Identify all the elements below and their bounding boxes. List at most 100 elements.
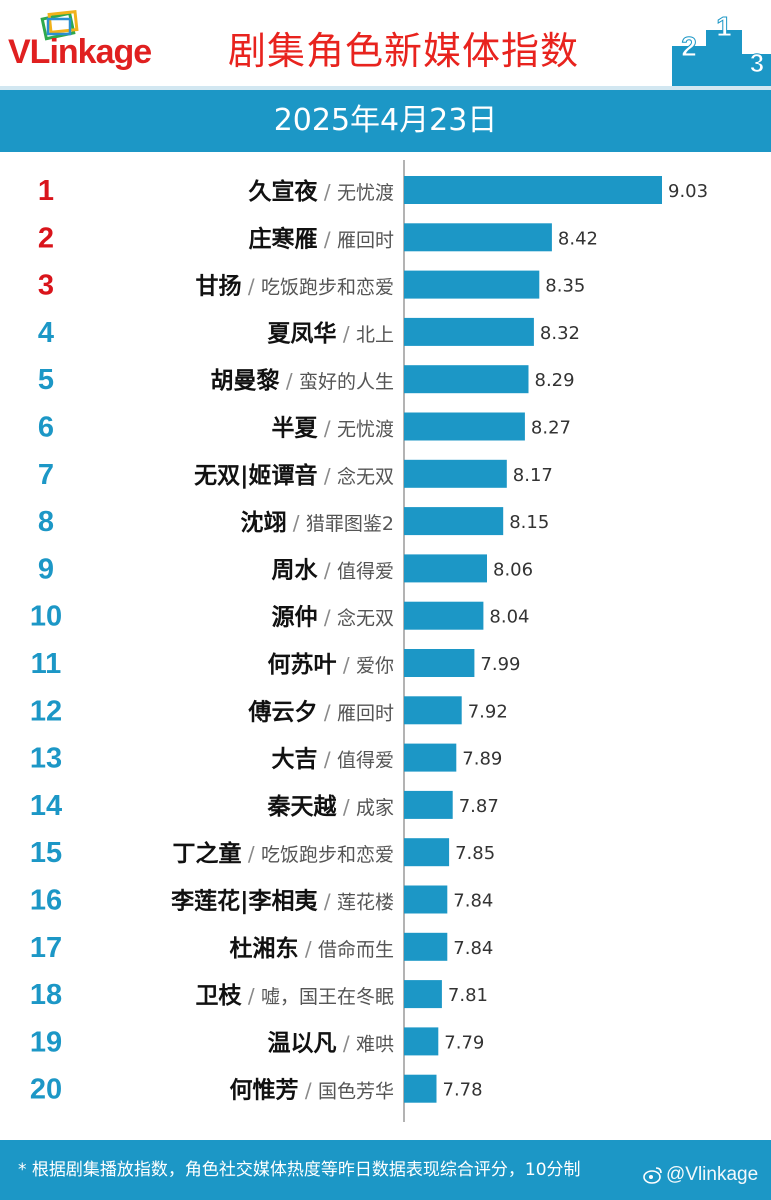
value-label: 7.84 <box>453 938 493 959</box>
label-separator: / <box>318 606 337 630</box>
label-separator: / <box>318 558 337 582</box>
brand-logo: VLinkage <box>8 33 152 71</box>
value-label: 8.32 <box>540 323 580 344</box>
value-label: 8.06 <box>493 559 533 580</box>
drama-name: 爱你 <box>356 655 394 677</box>
bar <box>404 1074 437 1103</box>
label-separator: / <box>318 464 337 488</box>
label-separator: / <box>337 1031 356 1055</box>
bar <box>404 270 540 299</box>
rank-number: 12 <box>30 695 62 727</box>
role-name: 李莲花|李相夷 <box>171 889 317 915</box>
drama-name: 雁回时 <box>337 702 394 724</box>
row-label: 半夏 / 无忧渡 <box>272 416 394 442</box>
bar <box>404 649 475 677</box>
drama-name: 莲花楼 <box>337 892 394 914</box>
row-label: 丁之童 / 吃饭跑步和恋爱 <box>173 840 394 867</box>
footnote: * 根据剧集播放指数，角色社交媒体热度等昨日数据表现综合评分，10分制 <box>18 1160 581 1180</box>
value-label: 7.78 <box>443 1080 483 1101</box>
role-name: 秦天越 <box>267 793 338 820</box>
bar <box>404 932 448 961</box>
bar <box>404 176 662 204</box>
drama-name: 蛮好的人生 <box>299 371 394 393</box>
row-label: 源仲 / 念无双 <box>272 604 394 631</box>
bar <box>404 601 484 630</box>
bar <box>404 223 552 252</box>
rank-number: 1 <box>38 175 54 207</box>
value-label: 7.84 <box>453 891 493 912</box>
logo-icon <box>40 10 79 41</box>
bar <box>404 790 453 819</box>
bar <box>404 507 504 536</box>
bar <box>404 459 507 488</box>
value-label: 8.35 <box>545 276 585 297</box>
ranking-chart: 1 久宣夜 / 无忧渡 9.03 2 庄寒雁 / 雁回时 8.42 3 甘扬 / 吃饭跑步和恋… <box>30 160 708 1122</box>
drama-name: 吃饭跑步和恋爱 <box>261 277 394 299</box>
drama-name: 吃饭跑步和恋爱 <box>261 844 394 866</box>
value-label: 8.42 <box>558 228 598 249</box>
role-name: 温以凡 <box>268 1030 337 1056</box>
podium-icon: 2 1 3 <box>672 12 771 88</box>
row-label: 甘扬 / 吃饭跑步和恋爱 <box>196 273 394 300</box>
row-label: 久宣夜 / 无忧渡 <box>249 178 394 205</box>
label-separator: / <box>242 842 261 866</box>
row-label: 庄寒雁 / 雁回时 <box>249 225 394 252</box>
role-name: 无双|姬谭音 <box>194 462 317 489</box>
rank-number: 2 <box>38 222 54 254</box>
drama-name: 嘘，国王在冬眠 <box>261 986 394 1008</box>
row-label: 杜湘东 / 借命而生 <box>230 935 394 962</box>
drama-name: 值得爱 <box>337 750 394 772</box>
row-label: 周水 / 值得爱 <box>272 557 394 583</box>
bar <box>404 885 448 914</box>
role-name: 何苏叶 <box>268 652 337 678</box>
bar <box>404 838 450 867</box>
value-label: 8.17 <box>513 465 553 486</box>
rank-number: 7 <box>38 459 54 491</box>
page-title: 剧集角色新媒体指数 <box>228 29 580 73</box>
row-label: 秦天越 / 成家 <box>267 793 394 820</box>
row-label: 何惟芳 / 国色芳华 <box>230 1077 394 1104</box>
drama-name: 值得爱 <box>337 560 394 582</box>
drama-name: 猎罪图鉴2 <box>306 513 394 535</box>
role-name: 丁之童 <box>173 840 242 867</box>
row-label: 大吉 / 值得爱 <box>272 746 394 773</box>
role-name: 何惟芳 <box>230 1077 299 1104</box>
rank-number: 19 <box>30 1026 62 1058</box>
bar <box>404 365 529 394</box>
value-label: 8.27 <box>531 418 571 439</box>
bar <box>404 696 462 725</box>
row-label: 温以凡 / 难哄 <box>268 1030 394 1056</box>
value-label: 7.81 <box>448 985 488 1006</box>
label-separator: / <box>318 180 337 204</box>
weibo-icon <box>643 1167 662 1184</box>
row-label: 卫枝 / 嘘，国王在冬眠 <box>196 983 394 1009</box>
label-separator: / <box>337 653 356 677</box>
role-name: 庄寒雁 <box>249 225 318 252</box>
rank-number: 3 <box>38 270 54 302</box>
role-name: 周水 <box>272 557 319 583</box>
rank-number: 13 <box>30 743 62 775</box>
label-separator: / <box>286 511 305 535</box>
rank-number: 9 <box>38 553 54 585</box>
value-label: 7.99 <box>480 654 520 675</box>
rank-number: 18 <box>30 979 62 1011</box>
drama-name: 无忧渡 <box>337 182 394 204</box>
label-separator: / <box>318 417 337 441</box>
role-name: 大吉 <box>272 746 318 773</box>
rank-number: 16 <box>30 885 62 917</box>
label-separator: / <box>242 275 261 299</box>
drama-name: 雁回时 <box>337 229 394 251</box>
label-separator: / <box>337 795 356 819</box>
role-name: 卫枝 <box>196 983 243 1009</box>
drama-name: 无忧渡 <box>337 419 394 441</box>
date-banner: 2025年4月23日 <box>0 90 771 152</box>
row-label: 夏凤华 / 北上 <box>268 320 394 347</box>
drama-name: 念无双 <box>337 465 394 488</box>
role-name: 沈翊 <box>240 510 286 536</box>
drama-name: 成家 <box>356 797 394 819</box>
bar <box>404 554 487 583</box>
svg-text:3: 3 <box>750 48 764 78</box>
value-label: 7.85 <box>455 843 495 864</box>
rank-number: 11 <box>31 648 62 680</box>
svg-text:2: 2 <box>681 31 697 62</box>
